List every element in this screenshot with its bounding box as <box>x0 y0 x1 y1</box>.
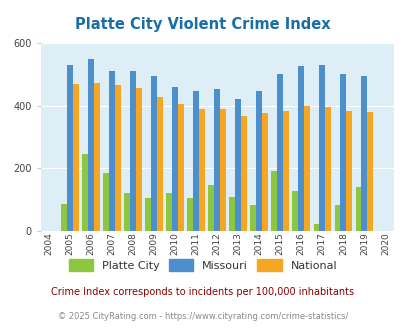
Bar <box>250 205 256 231</box>
Bar <box>324 107 330 231</box>
Bar <box>313 224 319 231</box>
Bar <box>277 74 283 231</box>
Bar <box>157 97 162 231</box>
Bar <box>271 172 277 231</box>
Bar <box>229 197 235 231</box>
Bar <box>367 112 372 231</box>
Bar <box>345 111 351 231</box>
Bar <box>61 204 67 231</box>
Bar <box>283 111 288 231</box>
Bar <box>145 198 151 231</box>
Bar <box>298 66 303 231</box>
Bar <box>208 184 214 231</box>
Legend: Platte City, Missouri, National: Platte City, Missouri, National <box>64 255 341 275</box>
Bar <box>292 191 298 231</box>
Bar <box>220 109 226 231</box>
Bar <box>241 115 247 231</box>
Bar <box>67 65 73 231</box>
Bar <box>130 71 136 231</box>
Bar <box>256 91 262 231</box>
Bar <box>124 193 130 231</box>
Bar <box>262 113 267 231</box>
Bar <box>136 88 142 231</box>
Bar <box>187 198 193 231</box>
Bar <box>88 59 94 231</box>
Bar <box>334 205 339 231</box>
Bar <box>198 109 205 231</box>
Bar <box>339 74 345 231</box>
Bar <box>172 87 178 231</box>
Bar <box>103 173 109 231</box>
Bar <box>115 84 121 231</box>
Bar <box>73 84 79 231</box>
Bar <box>94 83 100 231</box>
Text: Crime Index corresponds to incidents per 100,000 inhabitants: Crime Index corresponds to incidents per… <box>51 287 354 297</box>
Bar <box>355 187 360 231</box>
Bar <box>235 99 241 231</box>
Bar <box>303 106 309 231</box>
Bar <box>319 65 324 231</box>
Bar <box>109 71 115 231</box>
Bar <box>214 89 220 231</box>
Text: Platte City Violent Crime Index: Platte City Violent Crime Index <box>75 17 330 32</box>
Bar <box>360 76 367 231</box>
Bar <box>193 90 198 231</box>
Bar <box>82 154 88 231</box>
Text: © 2025 CityRating.com - https://www.cityrating.com/crime-statistics/: © 2025 CityRating.com - https://www.city… <box>58 312 347 321</box>
Bar <box>166 193 172 231</box>
Bar <box>178 104 183 231</box>
Bar <box>151 76 157 231</box>
